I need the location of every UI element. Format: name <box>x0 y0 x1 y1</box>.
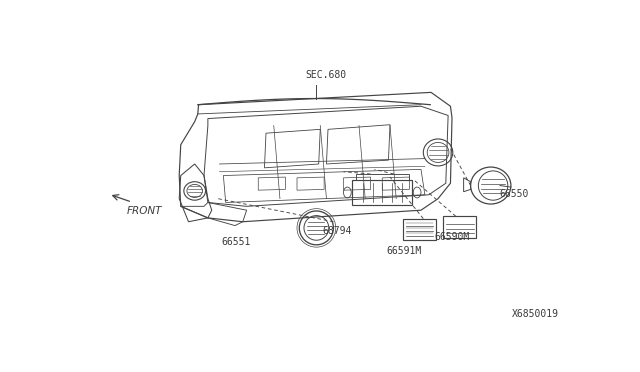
Text: 68794: 68794 <box>322 227 351 236</box>
Text: 66591M: 66591M <box>387 246 422 256</box>
Text: 66550: 66550 <box>499 189 529 199</box>
Text: 66590M: 66590M <box>435 232 470 242</box>
Text: FRONT: FRONT <box>127 206 163 217</box>
Text: 66551: 66551 <box>221 237 251 247</box>
Text: X6850019: X6850019 <box>511 309 559 319</box>
Text: SEC.680: SEC.680 <box>306 70 347 80</box>
